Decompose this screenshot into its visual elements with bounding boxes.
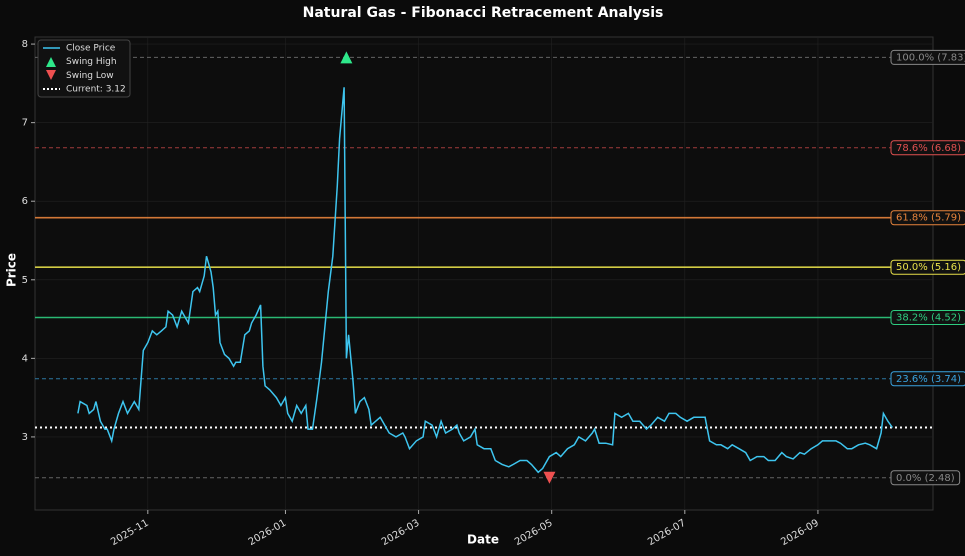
fib-label: 50.0% (5.16): [890, 259, 965, 275]
fib-label: 78.6% (6.68): [890, 140, 965, 156]
x-tick-label: 2026-01: [247, 518, 289, 548]
fib-label: 61.8% (5.79): [890, 210, 965, 226]
legend-label: Current: 3.12: [66, 85, 126, 95]
legend-box: [37, 39, 131, 98]
price-line: [77, 87, 894, 474]
y-axis-label: Price: [5, 253, 19, 287]
legend-swatch: [46, 57, 56, 67]
fib-label-text: 0.0% (2.48): [896, 473, 955, 484]
fib-label-box: [890, 259, 965, 275]
x-tick-label: 2025-11: [109, 518, 151, 548]
fib-label-text: 100.0% (7.83): [896, 52, 965, 63]
y-tick-label: 8: [22, 39, 28, 50]
fib-label-box: [890, 210, 965, 226]
legend-swatch: [46, 70, 56, 80]
swing-high-marker: [340, 51, 353, 64]
legend-label: Close Price: [66, 44, 116, 54]
x-axis-label: Date: [467, 533, 499, 547]
x-tick-label: 2026-09: [779, 518, 821, 548]
fib-label-text: 38.2% (4.52): [896, 313, 961, 324]
fib-label: 38.2% (4.52): [890, 310, 965, 325]
fib-label: 0.0% (2.48): [890, 470, 961, 486]
y-tick-label: 6: [22, 196, 28, 207]
fib-label-box: [890, 310, 965, 325]
fib-label-text: 50.0% (5.16): [896, 262, 961, 273]
fib-label-text: 78.6% (6.68): [896, 143, 961, 154]
legend: Close Price Swing High Swing Low Current: 3…: [37, 39, 131, 98]
chart-title: Natural Gas - Fibonacci Retracement Anal…: [303, 5, 664, 21]
x-tick-label: 2026-07: [646, 518, 688, 548]
fib-label: 23.6% (3.74): [890, 371, 965, 387]
y-tick-label: 5: [22, 275, 28, 286]
y-tick-label: 7: [22, 118, 28, 129]
plot-area: [34, 36, 934, 511]
fib-label-text: 23.6% (3.74): [896, 374, 961, 385]
fib-label: 100.0% (7.83): [890, 49, 965, 65]
y-tick-label: 4: [22, 353, 28, 364]
legend-label: Swing High: [66, 57, 117, 67]
fib-label-box: [890, 49, 965, 65]
fib-label-box: [890, 371, 965, 387]
swing-low-marker: [543, 471, 556, 484]
y-tick-label: 3: [22, 432, 28, 443]
fib-label-box: [890, 470, 961, 486]
x-tick-label: 2026-03: [380, 518, 422, 548]
fib-label-box: [890, 140, 965, 156]
fib-label-text: 61.8% (5.79): [896, 213, 961, 224]
x-tick-label: 2026-05: [513, 518, 555, 548]
legend-label: Swing Low: [66, 71, 114, 81]
